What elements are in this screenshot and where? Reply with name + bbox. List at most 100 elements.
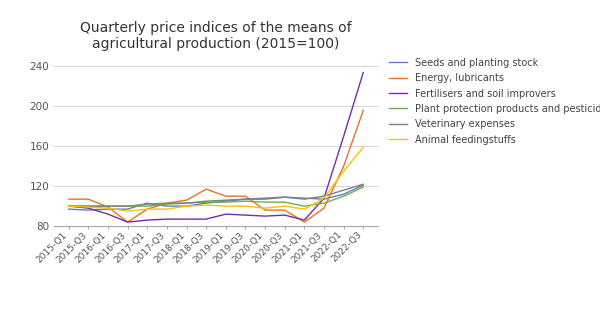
Seeds and planting stock — [301, 196, 308, 200]
Fertilisers and soil improvers — [340, 134, 347, 138]
Animal feedingstuffs — [340, 169, 347, 173]
Fertilisers and soil improvers — [124, 220, 131, 224]
Seeds and planting stock — [163, 204, 170, 208]
Seeds and planting stock — [183, 204, 190, 208]
Energy, lubricants — [143, 207, 151, 211]
Animal feedingstuffs — [242, 204, 249, 208]
Plant protection products and pesticides — [359, 185, 367, 189]
Plant protection products and pesticides — [143, 204, 151, 208]
Veterinary expenses — [222, 198, 229, 202]
Plant protection products and pesticides — [124, 204, 131, 208]
Plant protection products and pesticides — [203, 200, 210, 204]
Energy, lubricants — [340, 164, 347, 168]
Seeds and planting stock — [320, 197, 328, 201]
Plant protection products and pesticides — [65, 204, 73, 208]
Energy, lubricants — [124, 220, 131, 224]
Energy, lubricants — [85, 197, 92, 201]
Animal feedingstuffs — [262, 206, 269, 210]
Fertilisers and soil improvers — [203, 217, 210, 221]
Veterinary expenses — [242, 197, 249, 201]
Legend: Seeds and planting stock, Energy, lubricants, Fertilisers and soil improvers, Pl: Seeds and planting stock, Energy, lubric… — [389, 58, 600, 145]
Veterinary expenses — [85, 204, 92, 208]
Line: Seeds and planting stock: Seeds and planting stock — [69, 185, 363, 210]
Animal feedingstuffs — [143, 207, 151, 211]
Veterinary expenses — [183, 201, 190, 205]
Seeds and planting stock — [281, 195, 289, 199]
Seeds and planting stock — [104, 207, 112, 211]
Plant protection products and pesticides — [242, 199, 249, 203]
Veterinary expenses — [143, 202, 151, 206]
Seeds and planting stock — [340, 192, 347, 196]
Veterinary expenses — [301, 197, 308, 201]
Animal feedingstuffs — [222, 204, 229, 208]
Fertilisers and soil improvers — [222, 212, 229, 216]
Animal feedingstuffs — [85, 205, 92, 209]
Fertilisers and soil improvers — [242, 213, 249, 217]
Plant protection products and pesticides — [301, 204, 308, 208]
Animal feedingstuffs — [203, 203, 210, 207]
Plant protection products and pesticides — [281, 200, 289, 204]
Plant protection products and pesticides — [340, 194, 347, 198]
Seeds and planting stock — [222, 199, 229, 203]
Energy, lubricants — [222, 194, 229, 198]
Seeds and planting stock — [124, 207, 131, 211]
Plant protection products and pesticides — [163, 202, 170, 206]
Seeds and planting stock — [262, 197, 269, 201]
Fertilisers and soil improvers — [143, 218, 151, 222]
Veterinary expenses — [359, 182, 367, 186]
Plant protection products and pesticides — [262, 200, 269, 204]
Animal feedingstuffs — [163, 207, 170, 211]
Animal feedingstuffs — [104, 206, 112, 210]
Seeds and planting stock — [143, 201, 151, 205]
Plant protection products and pesticides — [104, 204, 112, 208]
Fertilisers and soil improvers — [301, 218, 308, 222]
Energy, lubricants — [65, 197, 73, 201]
Energy, lubricants — [183, 198, 190, 202]
Energy, lubricants — [281, 208, 289, 212]
Seeds and planting stock — [203, 201, 210, 205]
Energy, lubricants — [163, 201, 170, 205]
Veterinary expenses — [320, 194, 328, 198]
Fertilisers and soil improvers — [320, 196, 328, 200]
Animal feedingstuffs — [183, 204, 190, 208]
Plant protection products and pesticides — [183, 201, 190, 205]
Fertilisers and soil improvers — [104, 212, 112, 216]
Seeds and planting stock — [85, 208, 92, 212]
Animal feedingstuffs — [359, 145, 367, 149]
Title: Quarterly price indices of the means of
agricultural production (2015=100): Quarterly price indices of the means of … — [80, 21, 352, 51]
Veterinary expenses — [65, 204, 73, 208]
Line: Fertilisers and soil improvers: Fertilisers and soil improvers — [69, 73, 363, 222]
Line: Energy, lubricants: Energy, lubricants — [69, 111, 363, 222]
Animal feedingstuffs — [65, 204, 73, 208]
Veterinary expenses — [340, 188, 347, 192]
Energy, lubricants — [203, 187, 210, 191]
Animal feedingstuffs — [281, 204, 289, 208]
Veterinary expenses — [104, 204, 112, 208]
Energy, lubricants — [359, 109, 367, 112]
Seeds and planting stock — [359, 183, 367, 187]
Line: Veterinary expenses: Veterinary expenses — [69, 184, 363, 206]
Fertilisers and soil improvers — [163, 217, 170, 221]
Energy, lubricants — [301, 220, 308, 224]
Energy, lubricants — [104, 205, 112, 209]
Veterinary expenses — [124, 204, 131, 208]
Fertilisers and soil improvers — [281, 213, 289, 217]
Animal feedingstuffs — [301, 207, 308, 211]
Line: Animal feedingstuffs: Animal feedingstuffs — [69, 147, 363, 211]
Fertilisers and soil improvers — [65, 204, 73, 208]
Plant protection products and pesticides — [85, 204, 92, 208]
Veterinary expenses — [163, 201, 170, 205]
Fertilisers and soil improvers — [183, 217, 190, 221]
Fertilisers and soil improvers — [359, 71, 367, 74]
Veterinary expenses — [203, 199, 210, 203]
Plant protection products and pesticides — [320, 201, 328, 205]
Veterinary expenses — [281, 195, 289, 199]
Animal feedingstuffs — [124, 209, 131, 213]
Fertilisers and soil improvers — [262, 214, 269, 218]
Line: Plant protection products and pesticides: Plant protection products and pesticides — [69, 187, 363, 206]
Seeds and planting stock — [65, 207, 73, 211]
Energy, lubricants — [242, 194, 249, 198]
Plant protection products and pesticides — [222, 200, 229, 204]
Animal feedingstuffs — [320, 196, 328, 200]
Fertilisers and soil improvers — [85, 206, 92, 210]
